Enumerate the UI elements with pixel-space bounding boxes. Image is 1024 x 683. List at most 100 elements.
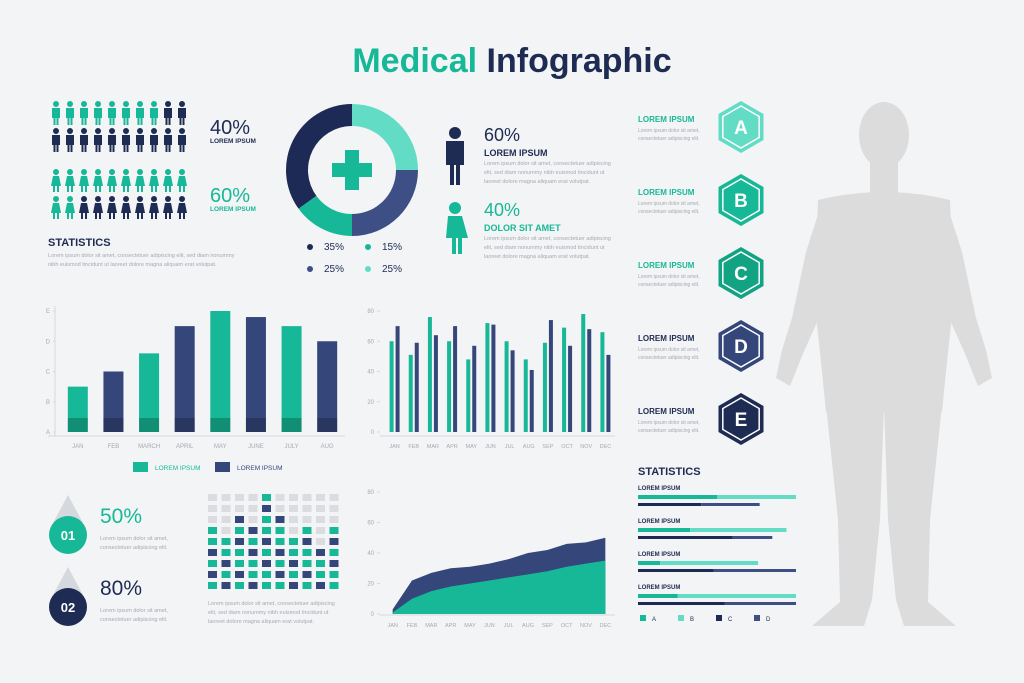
body-text: consectetuer adipiscing elit. xyxy=(638,282,699,288)
person-body xyxy=(178,108,186,125)
legend-label: 25% xyxy=(324,264,344,275)
body-text: Lorem ipsum dolor sit amet, xyxy=(638,201,700,207)
waffle-cell xyxy=(262,527,271,534)
waffle-cell xyxy=(208,582,217,589)
waffle-cell xyxy=(248,549,258,556)
x-tick-label: NOV xyxy=(580,623,592,629)
title-part: Infographic xyxy=(487,42,672,80)
bar xyxy=(581,314,586,432)
waffle-cell xyxy=(208,494,217,501)
person-body xyxy=(135,176,145,192)
waffle-cell xyxy=(275,527,285,534)
bar xyxy=(638,536,733,539)
waffle-cell xyxy=(235,549,244,556)
x-tick-label: APR xyxy=(445,623,456,629)
person-body xyxy=(52,135,60,152)
waffle-cell xyxy=(262,571,271,578)
person-head xyxy=(179,169,185,175)
waffle-cell xyxy=(208,571,217,578)
waffle-cell xyxy=(316,516,325,523)
waffle-cell xyxy=(316,582,325,589)
hexagon-inner xyxy=(722,178,760,222)
person-body xyxy=(107,203,117,219)
person-head xyxy=(165,169,171,175)
waffle-cell xyxy=(221,549,231,556)
x-tick-label: MAY xyxy=(464,623,476,629)
person-head xyxy=(67,128,73,134)
person-head xyxy=(95,101,101,107)
waffle-cell xyxy=(235,571,244,578)
y-tick-label: D xyxy=(46,339,51,345)
x-tick-label: APRIL xyxy=(176,444,194,450)
person-head xyxy=(81,128,87,134)
waffle-cell xyxy=(221,560,231,567)
bar xyxy=(606,354,611,432)
waffle-cell xyxy=(329,538,339,545)
person-body xyxy=(149,176,159,192)
waffle-cell xyxy=(275,549,285,556)
person-head xyxy=(109,196,115,202)
waffle-cell xyxy=(289,538,298,545)
person-body xyxy=(177,176,187,192)
bar xyxy=(701,503,760,506)
person-head xyxy=(137,169,143,175)
waffle-cell xyxy=(235,505,244,512)
waffle-cell xyxy=(262,494,271,501)
waffle-cell xyxy=(302,527,312,534)
waffle-cell xyxy=(275,505,285,512)
y-tick-label: E xyxy=(46,309,50,315)
body-text: Lorem ipsum dolor sit amet, xyxy=(100,536,168,542)
x-tick-label: NOV xyxy=(580,444,592,450)
hexagon-label: LOREM IPSUM xyxy=(638,334,695,343)
waffle-cell xyxy=(289,560,298,567)
waffle-cell xyxy=(248,527,258,534)
waffle-cell xyxy=(289,516,298,523)
waffle-cell xyxy=(275,560,285,567)
bar xyxy=(638,602,725,605)
waffle-cell xyxy=(248,582,258,589)
waffle-cell xyxy=(221,582,231,589)
category-label: LOREM IPSUM xyxy=(638,585,680,591)
waffle-cell xyxy=(302,494,312,501)
waffle-cell xyxy=(289,571,298,578)
body-text: elit, sed diam nonummy nibh euismod tinc… xyxy=(484,245,605,251)
donut-slice xyxy=(352,104,418,170)
waffle-cell xyxy=(262,582,271,589)
bar xyxy=(466,359,471,432)
waffle-cell xyxy=(316,505,325,512)
body-text: Lorem ipsum dolor sit amet, xyxy=(638,274,700,280)
person-body xyxy=(93,176,103,192)
body-text: nibh euismod tincidunt ut laoreet dolore… xyxy=(48,262,217,268)
person-body xyxy=(66,135,74,152)
person-head xyxy=(109,128,115,134)
hexagon-inner xyxy=(722,251,760,295)
x-tick-label: JAN xyxy=(389,444,399,450)
body-text: elit, sed diam nonummy nibh euismod tinc… xyxy=(484,170,605,176)
x-tick-label: MARCH xyxy=(138,444,160,450)
waffle-cell xyxy=(262,516,271,523)
drop-tip xyxy=(53,567,83,595)
category-label: LOREM IPSUM xyxy=(638,552,680,558)
bar xyxy=(447,341,452,432)
waffle-cell xyxy=(221,505,231,512)
person-body xyxy=(136,108,144,125)
x-tick-label: OCT xyxy=(561,623,573,629)
legend-swatch xyxy=(215,462,230,472)
person-head xyxy=(53,196,59,202)
waffle-cell xyxy=(275,494,285,501)
medical-cross xyxy=(332,150,372,190)
waffle-cell xyxy=(235,516,244,523)
bar xyxy=(660,561,759,565)
donut-slice xyxy=(352,170,418,236)
waffle-cell xyxy=(221,494,231,501)
label: LOREM IPSUM xyxy=(210,138,256,145)
hexagon-label: LOREM IPSUM xyxy=(638,188,695,197)
person-head xyxy=(95,196,101,202)
person-head xyxy=(81,196,87,202)
person-head xyxy=(165,128,171,134)
label: LOREM IPSUM xyxy=(210,206,256,213)
bar xyxy=(485,323,490,432)
x-tick-label: DEC xyxy=(600,623,612,629)
percent: 40% xyxy=(484,200,520,220)
legend-label: C xyxy=(728,617,733,623)
